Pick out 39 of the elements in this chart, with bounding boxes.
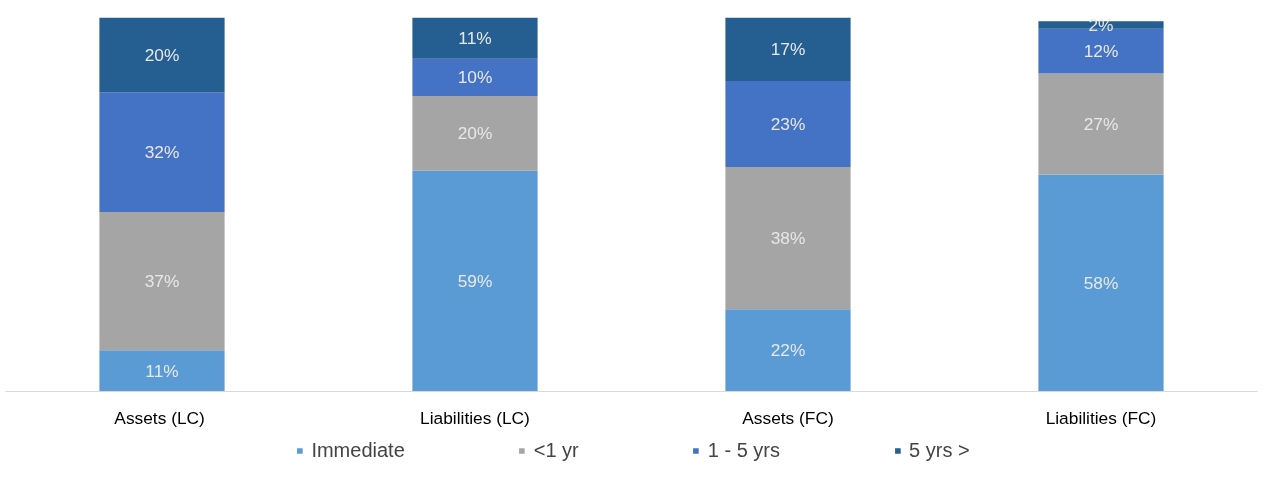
x-tick-label: Assets (LC) bbox=[114, 407, 205, 428]
bar bbox=[412, 170, 538, 392]
bar bbox=[1038, 73, 1164, 175]
x-tick-label: Liabilities (FC) bbox=[1045, 407, 1157, 428]
data-label: 59% bbox=[457, 271, 493, 292]
bar bbox=[412, 96, 538, 171]
data-label: 22% bbox=[770, 340, 806, 361]
data-label: 2% bbox=[1088, 14, 1114, 35]
bar bbox=[725, 309, 851, 392]
data-label: 38% bbox=[770, 228, 806, 249]
bar bbox=[412, 58, 538, 97]
bar bbox=[412, 17, 538, 59]
data-label: 27% bbox=[1083, 114, 1119, 135]
bar bbox=[725, 167, 851, 310]
legend-label: 1 - 5 yrs bbox=[707, 438, 781, 462]
legend-label: Immediate bbox=[311, 438, 405, 462]
legend-label: <1 yr bbox=[533, 438, 579, 462]
data-label: 37% bbox=[144, 271, 180, 292]
data-label: 17% bbox=[770, 39, 806, 60]
x-tick-label: Liabilities (LC) bbox=[420, 407, 530, 428]
data-label: 32% bbox=[144, 142, 180, 163]
bar bbox=[1038, 21, 1164, 29]
data-label: 10% bbox=[457, 67, 493, 88]
data-label: 23% bbox=[770, 114, 806, 135]
legend-label: 5 yrs > bbox=[909, 438, 970, 462]
data-label: 58% bbox=[1083, 273, 1119, 294]
data-label: 12% bbox=[1083, 41, 1119, 62]
data-label: 11% bbox=[458, 28, 492, 49]
data-label: 11% bbox=[145, 360, 179, 381]
data-label: 20% bbox=[457, 123, 493, 144]
bar bbox=[1038, 174, 1164, 392]
data-label: 20% bbox=[144, 44, 180, 65]
bar bbox=[725, 17, 851, 82]
bar bbox=[99, 350, 225, 392]
bar bbox=[725, 81, 851, 168]
x-tick-label: Assets (FC) bbox=[742, 407, 834, 428]
bar bbox=[99, 211, 225, 351]
bar bbox=[99, 92, 225, 212]
bar bbox=[99, 17, 225, 93]
